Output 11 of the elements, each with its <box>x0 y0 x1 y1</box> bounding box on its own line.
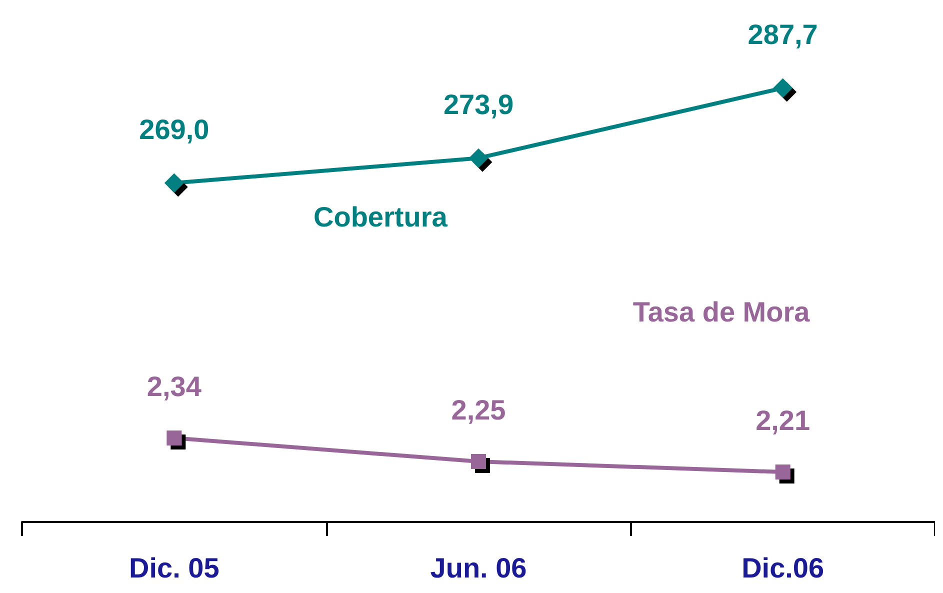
data-label: 273,9 <box>443 89 514 120</box>
series-label: Cobertura <box>314 202 448 233</box>
text: Tasa de Mora <box>632 296 810 328</box>
x-tick-label: Dic.06 <box>742 552 824 584</box>
data-label: 287,7 <box>748 19 818 50</box>
data-label: 2,25 <box>451 394 506 426</box>
data-label: 269,0 <box>139 114 210 145</box>
x-tick-label: Jun. 06 <box>430 552 527 584</box>
data-label: 2,21 <box>756 405 810 436</box>
data-label: 2,34 <box>146 371 202 402</box>
x-tick-label: Dic. 05 <box>129 552 220 584</box>
